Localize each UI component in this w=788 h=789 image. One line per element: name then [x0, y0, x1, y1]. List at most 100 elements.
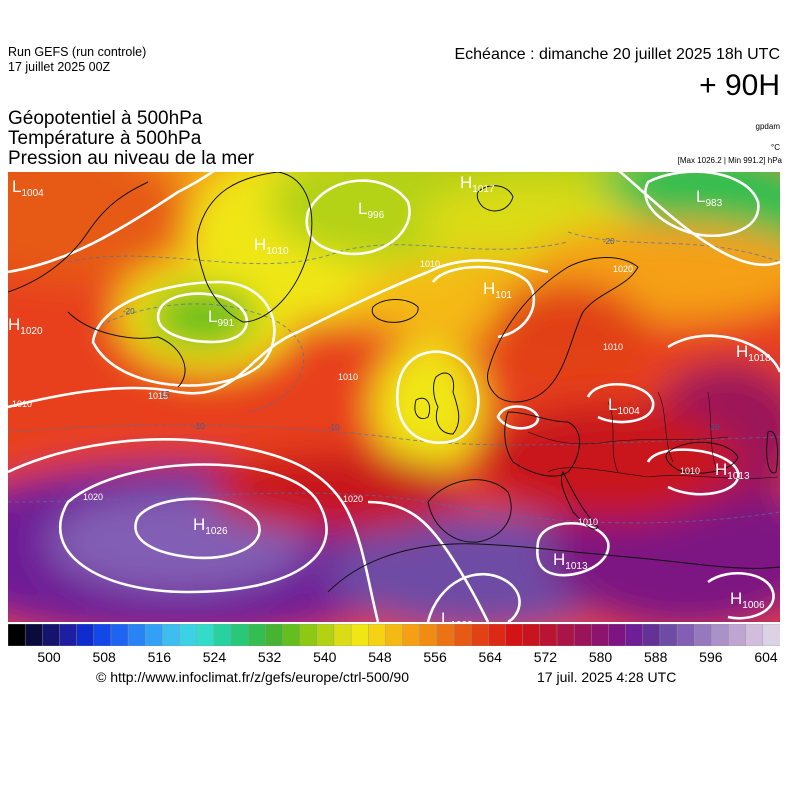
isotherm-value-label: -15: [158, 390, 170, 399]
colorbar-swatch: [110, 623, 129, 647]
colorbar-tick-label: 604: [754, 649, 778, 665]
colorbar-swatch: [488, 623, 507, 647]
colorbar-swatch: [196, 623, 215, 647]
run-title: Run GEFS (run controle): [8, 45, 147, 59]
generated-timestamp: 17 juil. 2025 4:28 UTC: [537, 669, 677, 685]
isobar-value-label: 1020: [83, 492, 103, 502]
isotherm-value-label: -10: [193, 422, 205, 431]
pressure-center-label: H1006: [730, 589, 765, 611]
colorbar-swatch: [316, 623, 335, 647]
isobar-value-label: 1020: [613, 264, 633, 274]
pressure-center-label: L983: [696, 187, 723, 209]
colorbar-swatch: [145, 623, 164, 647]
colorbar-swatch: [299, 623, 318, 647]
pressure-center-label: L996: [358, 199, 385, 221]
colorbar-swatch: [350, 623, 369, 647]
isobar-value-label: 1015: [148, 391, 168, 401]
run-date: 17 juillet 2025 00Z: [8, 60, 111, 74]
colorbar-swatch: [127, 623, 146, 647]
colorbar-swatch: [642, 623, 661, 647]
colorbar-tick-label: 516: [147, 649, 171, 665]
country-borders: [527, 391, 779, 479]
colorbar-swatch: [162, 623, 181, 647]
colorbar-swatch: [676, 623, 695, 647]
colorbar-swatch: [539, 623, 558, 647]
colorbar-swatch: [573, 623, 592, 647]
colorbar-swatch: [694, 623, 713, 647]
colorbar-swatch: [608, 623, 627, 647]
unit-geopotential: gpdam: [755, 122, 780, 131]
colorbar-tick-label: 540: [313, 649, 337, 665]
colorbar-swatch: [728, 623, 747, 647]
isotherm-value-label: -20: [123, 307, 135, 316]
parameter-geopotential: Géopotentiel à 500hPa: [8, 108, 203, 129]
isobar-value-labels: 1010 1020 1010 1010 1010 1020 1020 1015 1010 1010…: [12, 237, 720, 527]
weather-map: L1004 H1017 L983 L996 H1010 H1020 L991 H101 H101…: [8, 172, 780, 622]
source-url[interactable]: © http://www.infoclimat.fr/z/gefs/europe…: [96, 669, 410, 685]
colorbar-swatch: [402, 623, 421, 647]
colorbar-tick-label: 588: [644, 649, 668, 665]
colorbar-tick-label: 532: [257, 649, 282, 665]
colorbar-swatch: [230, 623, 249, 647]
colorbar-swatch: [471, 623, 490, 647]
pressure-center-label: H1018: [736, 342, 771, 364]
unit-temperature: °C: [771, 143, 780, 152]
colorbar-swatch: [59, 623, 78, 647]
colorbar-tick-label: 580: [588, 649, 613, 665]
colorbar-tick-label: 572: [533, 649, 558, 665]
isotherm-value-label: -20: [708, 423, 720, 432]
isotherm-value-label: -20: [603, 237, 615, 246]
colorbar-swatch: [93, 623, 112, 647]
colorbar-swatch: [505, 623, 524, 647]
colorbar-swatch: [42, 623, 61, 647]
colorbar-swatch: [24, 623, 44, 647]
colorbar-swatch: [419, 623, 438, 647]
colorbar-swatch: [436, 623, 455, 647]
pressure-center-label: H1013: [553, 550, 588, 572]
colorbar-svg: [7, 623, 781, 647]
colorbar-swatch: [591, 623, 610, 647]
colorbar-tick-label: 548: [368, 649, 392, 665]
colorbar-swatch: [179, 623, 198, 647]
pressure-center-label: H1013: [715, 460, 750, 482]
colorbar-tick-label: 596: [699, 649, 723, 665]
colorbar-tick-label: 508: [92, 649, 116, 665]
pressure-center-label: L991: [208, 307, 235, 329]
pressure-center-label: L1004: [12, 177, 44, 199]
colorbar-swatch: [745, 623, 764, 647]
pressure-center-label: H1017: [460, 173, 495, 195]
isobar-value-label: 1010: [338, 372, 358, 382]
parameter-temperature: Température à 500hPa: [8, 128, 202, 149]
colorbar-swatch: [282, 623, 301, 647]
colorbar-swatch: [711, 623, 730, 647]
colorbar: [7, 623, 781, 647]
isobar-value-label: 1010: [603, 342, 623, 352]
colorbar-swatch: [333, 623, 352, 647]
lead-time: + 90H: [699, 69, 780, 102]
isotherm-value-label: -10: [328, 423, 340, 432]
colorbar-swatch: [265, 623, 284, 647]
map-svg: L1004 H1017 L983 L996 H1010 H1020 L991 H101 H101…: [8, 172, 780, 622]
colorbar-tick-label: 564: [478, 649, 502, 665]
pressure-center-label: L1004: [608, 395, 640, 417]
parameter-pressure: Pression au niveau de la mer: [8, 148, 255, 169]
pressure-center-label: L1002: [441, 609, 473, 622]
isobar-value-label: 1020: [343, 494, 363, 504]
coastlines: [8, 172, 780, 593]
colorbar-swatch: [625, 623, 644, 647]
colorbar-tick-label: 500: [37, 649, 61, 665]
pressure-range: [Max 1026.2 | Min 991.2] hPa: [677, 156, 782, 165]
pressure-centers: L1004 H1017 L983 L996 H1010 H1020 L991 H101 H101…: [8, 173, 771, 622]
colorbar-swatch: [368, 623, 387, 647]
isobar-value-label: 1010: [680, 466, 700, 476]
colorbar-swatch: [762, 623, 781, 647]
colorbar-swatch: [453, 623, 472, 647]
geopotential-field: [8, 172, 780, 622]
colorbar-swatch: [213, 623, 232, 647]
colorbar-swatch: [247, 623, 267, 647]
colorbar-swatch: [659, 623, 678, 647]
pressure-center-label: H101: [483, 279, 512, 301]
pressure-center-label: H1020: [8, 315, 43, 337]
colorbar-tick-label: 524: [202, 649, 227, 665]
pressure-center-label: H1010: [254, 235, 289, 257]
